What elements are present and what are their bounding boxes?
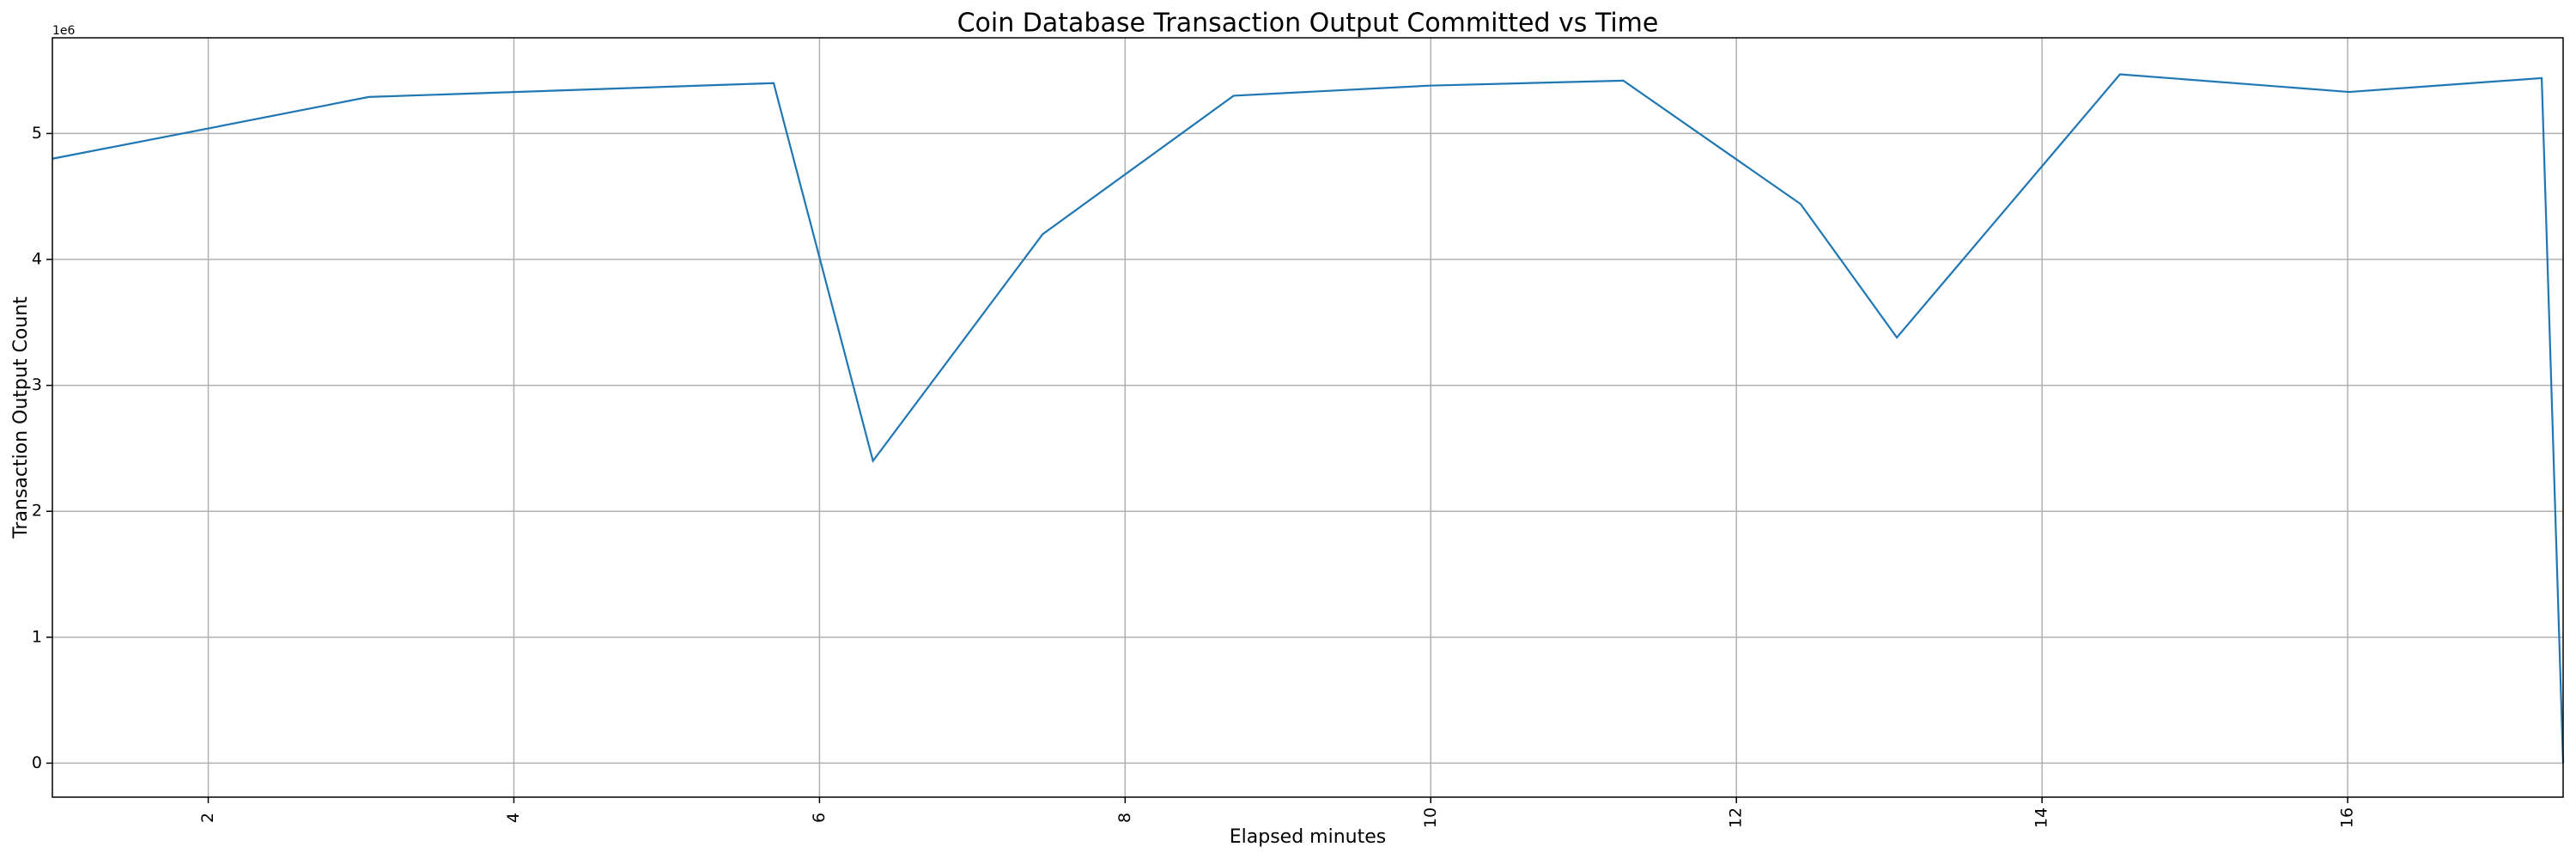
line-series bbox=[52, 73, 2565, 764]
x-tick-label: 16 bbox=[2338, 807, 2357, 828]
y-tick-label: 2 bbox=[32, 502, 42, 521]
x-tick-label: 2 bbox=[198, 813, 217, 823]
y-tick-label: 3 bbox=[32, 375, 42, 394]
y-tick-label: 1 bbox=[32, 627, 42, 646]
x-axis-label: Elapsed minutes bbox=[1230, 826, 1386, 848]
plot-frame bbox=[52, 37, 2564, 798]
y-tick-label: 0 bbox=[32, 753, 42, 772]
x-tick-label: 14 bbox=[2032, 807, 2051, 828]
y-tick-label: 4 bbox=[32, 250, 42, 269]
y-axis-label: Transaction Output Count bbox=[10, 296, 32, 539]
x-tick-label: 4 bbox=[504, 813, 523, 823]
y-tick-label: 5 bbox=[32, 124, 42, 143]
x-tick-label: 6 bbox=[810, 813, 829, 823]
chart-title: Coin Database Transaction Output Committ… bbox=[957, 9, 1659, 39]
y-offset-label: 1e6 bbox=[52, 24, 76, 38]
x-tick-label: 8 bbox=[1115, 813, 1134, 823]
x-tick-label: 10 bbox=[1421, 807, 1440, 828]
x-tick-label: 12 bbox=[1727, 807, 1746, 828]
